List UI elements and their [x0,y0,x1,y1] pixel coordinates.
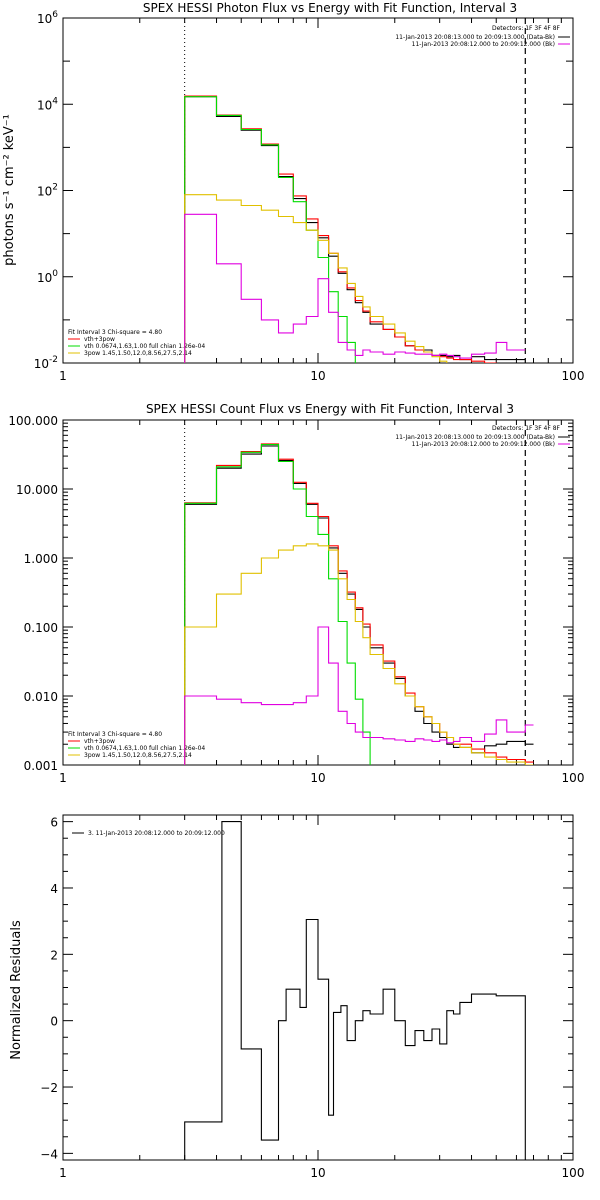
x-tick-label: 100 [562,771,585,785]
y-tick-label: 100.000 [8,414,58,428]
series-data-line [184,445,534,765]
y-tick-label: 4 [50,882,58,896]
y-tick-label: 106 [37,10,58,26]
legend-entry-data-bk: 11-Jan-2013 20:08:13.000 to 20:09:13.000… [395,34,555,41]
residuals-axes-frame [62,814,574,1161]
fit-header: Fit Interval 3 Chi-square = 4.80 [68,731,162,738]
x-tick-label: 10 [310,369,325,383]
photon-flux-ylabel: photons s⁻¹ cm⁻² keV⁻¹ [2,114,17,266]
series-vth-line [184,444,371,765]
y-tick-label: 1.000 [24,552,58,566]
x-tick-label: 1 [59,369,67,383]
legend-entry-total: vth+3pow [84,336,115,343]
photon-flux-detectors: Detectors: 1F 3F 4F 8F [492,25,561,32]
y-tick-label: 6 [50,816,58,830]
y-tick-label: 100 [37,269,58,285]
x-tick-label: 100 [562,1166,585,1180]
x-tick-label: 10 [310,1166,325,1180]
x-tick-label: 1 [59,771,67,785]
series-3pow-line [184,543,534,765]
x-tick-label: 100 [562,369,585,383]
photon-flux-title: SPEX HESSI Photon Flux vs Energy with Fi… [143,1,517,15]
count-flux-panel: SPEX HESSI Count Flux vs Energy with Fit… [8,402,584,785]
legend-entry-bk: 11-Jan-2013 20:08:12.000 to 20:09:12.000… [412,441,555,448]
count-flux-legend-right: 11-Jan-2013 20:08:13.000 to 20:09:13.000… [395,434,570,448]
x-tick-label: 10 [310,771,325,785]
y-tick-label: 2 [50,948,58,962]
series-data-line [184,96,526,363]
photon-flux-legend-left: Fit Interval 3 Chi-square = 4.80 vth+3po… [68,329,205,357]
y-tick-label: 104 [37,96,58,112]
count-flux-detectors: Detectors: 1F 3F 4F 8F [492,425,561,432]
y-tick-label: 0.010 [24,690,58,704]
y-tick-label: −4 [40,1147,58,1161]
series-total-line [184,95,497,363]
legend-entry-vth: vth 0.0674,1.63,1.00 full chian 1.26e-04 [84,745,205,752]
x-tick-label: 1 [59,1166,67,1180]
legend-entry-vth: vth 0.0674,1.63,1.00 full chian 1.26e-04 [84,343,205,350]
residuals-legend: 3. 11-Jan-2013 20:08:12.000 to 20:09:12.… [88,830,225,837]
series-3pow-line [184,194,448,363]
series-bk-line [184,213,526,363]
y-tick-label: 102 [37,183,58,199]
series-residuals-line [184,821,526,1160]
legend-entry-bk: 11-Jan-2013 20:08:12.000 to 20:09:12.000… [412,41,555,48]
legend-entry-3pow: 3pow 1.45,1.50,12.0,8.56,27.5,2.14 [84,752,192,759]
residuals-ylabel: Normalized Residuals [9,920,24,1060]
count-flux-axes-frame [62,419,574,766]
series-total-line [184,443,534,765]
y-tick-label: 0 [50,1015,58,1029]
count-flux-legend-left: Fit Interval 3 Chi-square = 4.80 vth+3po… [68,731,205,759]
y-tick-label: 0.100 [24,621,58,635]
photon-flux-panel: SPEX HESSI Photon Flux vs Energy with Fi… [2,1,585,383]
y-tick-label: 10-2 [34,355,58,371]
fit-header: Fit Interval 3 Chi-square = 4.80 [68,329,162,336]
y-tick-label: 10.000 [16,483,58,497]
residuals-panel: Normalized Residuals 3. 11-Jan-2013 20:0… [9,814,585,1180]
photon-flux-legend-right: 11-Jan-2013 20:08:13.000 to 20:09:13.000… [395,34,570,48]
legend-entry-total: vth+3pow [84,738,115,745]
count-flux-title: SPEX HESSI Count Flux vs Energy with Fit… [146,402,514,416]
legend-entry-3pow: 3pow 1.45,1.50,12.0,8.56,27.5,2.14 [84,350,192,357]
legend-entry-data-bk: 11-Jan-2013 20:08:13.000 to 20:09:13.000… [395,434,555,441]
series-vth-line [184,96,356,363]
y-tick-label: −2 [40,1081,58,1095]
y-tick-label: 0.001 [24,759,58,773]
series-bk-line [184,626,534,765]
